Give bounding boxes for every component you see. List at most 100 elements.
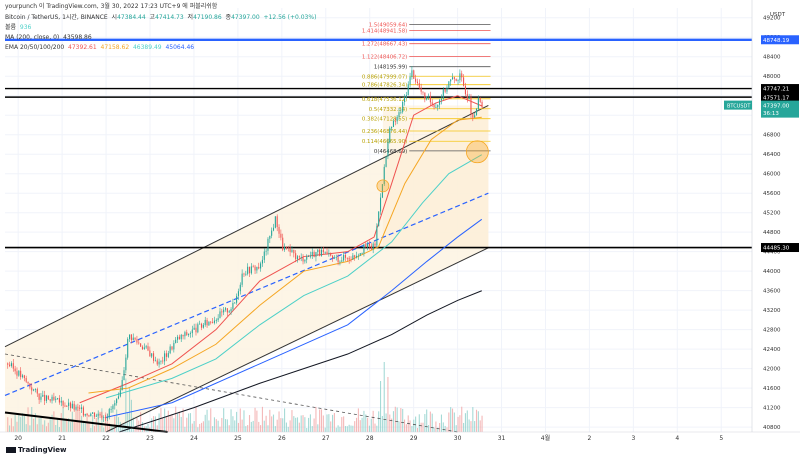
candle-body [9, 364, 11, 366]
symbol-tag [724, 100, 752, 110]
candle-body [372, 243, 374, 250]
candle-body [439, 100, 441, 105]
candle-body [455, 78, 457, 81]
candle-body [51, 396, 53, 401]
volume-bar [33, 418, 35, 432]
volume-bar [154, 416, 156, 432]
candle-body [99, 413, 101, 416]
candle-body [221, 311, 223, 313]
volume-bar [261, 406, 263, 432]
volume-bar [403, 419, 406, 432]
candle-body [193, 327, 195, 330]
volume-bar [254, 407, 256, 432]
tradingview-logo[interactable]: TradingView [6, 446, 67, 454]
volume-bar [162, 417, 164, 432]
volume-bar [151, 418, 153, 432]
price-level-tag [761, 84, 799, 94]
candle-body [44, 394, 46, 401]
ema20-line [79, 95, 482, 404]
candle-body [134, 337, 136, 340]
ma-line[interactable]: MA (200, close, 0) 43598.86 [5, 34, 92, 42]
volume-bar [103, 427, 105, 432]
candle-body [10, 363, 12, 366]
volume-bar [215, 419, 217, 432]
candle-body [121, 380, 123, 391]
volume-bar [415, 416, 417, 432]
volume-bar [34, 413, 36, 432]
volume-bar [29, 425, 31, 432]
candle-body [418, 83, 420, 88]
volume-bar [437, 427, 439, 432]
candle-body [407, 84, 409, 96]
candle-body [280, 233, 282, 238]
volume-bar [95, 417, 97, 432]
price-tick: 43200 [763, 308, 781, 314]
ema-line[interactable]: EMA 20/50/100/200 47392.61 47158.62 4638… [5, 44, 194, 52]
candle-body [66, 405, 68, 407]
volume-bar [319, 409, 321, 432]
candle-body [394, 120, 396, 122]
volume-bar [359, 420, 361, 432]
candle-body [71, 403, 73, 409]
volume-bar [248, 415, 251, 432]
volume-bar [272, 414, 275, 432]
candle-body [40, 396, 42, 400]
symbol-name[interactable]: Bitcoin / TetherUS, 1시간, BINANCE [5, 14, 108, 21]
volume-bar [372, 410, 374, 432]
volume-bar [394, 406, 396, 432]
volume-bar [285, 422, 287, 432]
candle-body [239, 284, 241, 292]
ema-label: EMA 20/50/100/200 [5, 44, 65, 51]
volume-bar [256, 410, 258, 432]
time-tick: 30 [454, 435, 462, 442]
time-tick: 20 [14, 435, 22, 442]
volume-bar [392, 411, 395, 432]
low-label: 저 [187, 14, 194, 21]
volume-bar [464, 413, 466, 432]
candle-body [169, 346, 171, 354]
volume-bar [212, 426, 214, 432]
candle-body [202, 324, 204, 328]
volume-line[interactable]: 볼륨 936 [5, 24, 31, 32]
ma-label: MA (200, close, 0) [5, 34, 60, 41]
candle-body [287, 247, 289, 249]
candle-body [97, 413, 99, 416]
time-tick: 27 [322, 435, 330, 442]
candle-body [151, 353, 153, 357]
candle-body [184, 332, 186, 337]
candle-body [359, 253, 361, 256]
volume-bar [302, 415, 304, 432]
candle-body [162, 360, 164, 362]
candle-body [199, 323, 201, 325]
price-level-tag [761, 35, 799, 45]
volume-bar [346, 426, 348, 432]
candle-body [243, 273, 245, 275]
candle-body [152, 353, 155, 361]
volume-bar [350, 425, 352, 432]
volume-bar [57, 418, 59, 432]
candle-body [108, 409, 110, 417]
volume-value: 936 [19, 24, 32, 31]
candle-body [477, 98, 479, 109]
candle-body [365, 244, 367, 248]
volume-bar [197, 427, 199, 432]
volume-bar [250, 421, 252, 432]
candle-body [300, 257, 302, 258]
volume-bar [134, 427, 136, 432]
candle-body [293, 249, 295, 254]
candle-body [230, 309, 232, 312]
candle-body [93, 412, 96, 417]
volume-bar [446, 427, 448, 432]
candle-body [466, 94, 468, 100]
volume-bar [101, 408, 103, 432]
volume-bar [295, 417, 297, 432]
candle-body [361, 253, 363, 254]
volume-bar [271, 416, 273, 432]
volume-bar [224, 419, 227, 432]
candle-body [167, 353, 169, 357]
candle-body [461, 73, 463, 78]
candle-body [92, 412, 94, 414]
volume-bar [442, 422, 444, 432]
candle-body [429, 95, 431, 103]
